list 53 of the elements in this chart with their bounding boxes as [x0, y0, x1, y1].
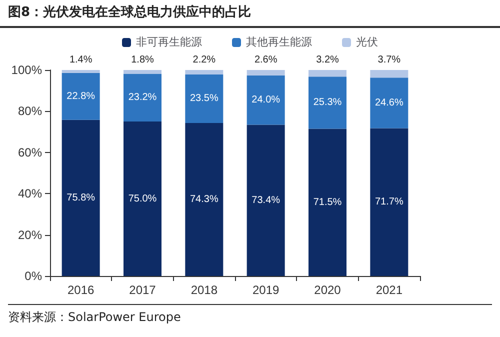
- data-label: 24.0%: [252, 94, 280, 106]
- x-tick-label: 2016: [67, 283, 95, 297]
- y-tick-label: 40%: [18, 186, 42, 201]
- bar: [62, 70, 100, 73]
- data-label: 22.8%: [66, 90, 96, 102]
- y-tick-label: 100%: [11, 63, 42, 77]
- bar: [62, 72, 100, 120]
- bar: [124, 122, 162, 276]
- bar: [370, 128, 408, 276]
- bar: [185, 70, 224, 75]
- bar: [124, 70, 162, 74]
- data-label: 23.2%: [128, 92, 157, 104]
- data-label: 3.7%: [378, 54, 401, 66]
- bar: [370, 78, 408, 128]
- data-label: 73.4%: [252, 194, 280, 206]
- legend-label: 光伏: [356, 36, 378, 48]
- chart-title: 图8：光伏发电在全球总电力供应中的占比: [0, 0, 500, 28]
- bar: [308, 76, 346, 129]
- data-label: 75.8%: [66, 192, 96, 204]
- bar: [185, 74, 224, 123]
- data-label: 2.2%: [192, 54, 216, 66]
- bar: [185, 122, 224, 276]
- bar: [246, 70, 285, 76]
- x-tick-label: 2020: [314, 283, 342, 297]
- x-tick-label: 2019: [252, 283, 280, 297]
- bar: [308, 128, 346, 276]
- data-label: 1.4%: [69, 54, 92, 66]
- data-label: 75.0%: [128, 193, 157, 204]
- text: 资料来源：SolarPower Europe: [8, 304, 492, 335]
- legend-label: 其他再生能源: [246, 36, 312, 48]
- data-label: 1.8%: [131, 54, 154, 66]
- y-tick-label: 20%: [18, 228, 42, 242]
- bar: [62, 120, 100, 276]
- x-tick-label: 2021: [376, 283, 403, 297]
- y-tick-label: 0%: [24, 269, 42, 283]
- data-label: 25.3%: [313, 97, 342, 108]
- data-label: 71.5%: [313, 196, 342, 208]
- bar: [370, 70, 408, 78]
- x-tick-label: 2018: [190, 283, 218, 297]
- y-tick-label: 60%: [18, 145, 42, 160]
- y-tick-label: 80%: [18, 104, 42, 118]
- x-tick-label: 2017: [129, 283, 156, 297]
- bar: [246, 75, 285, 125]
- data-label: 24.6%: [374, 97, 404, 108]
- bar: [308, 70, 346, 77]
- data-label: 2.6%: [254, 54, 278, 66]
- data-label: 3.2%: [316, 54, 340, 66]
- legend-label: 非可再生能源: [136, 36, 202, 48]
- data-label: 71.7%: [374, 196, 404, 208]
- data-label: 74.3%: [190, 194, 218, 205]
- bar: [246, 124, 285, 276]
- bar: [124, 74, 162, 122]
- data-label: 23.5%: [190, 93, 218, 104]
